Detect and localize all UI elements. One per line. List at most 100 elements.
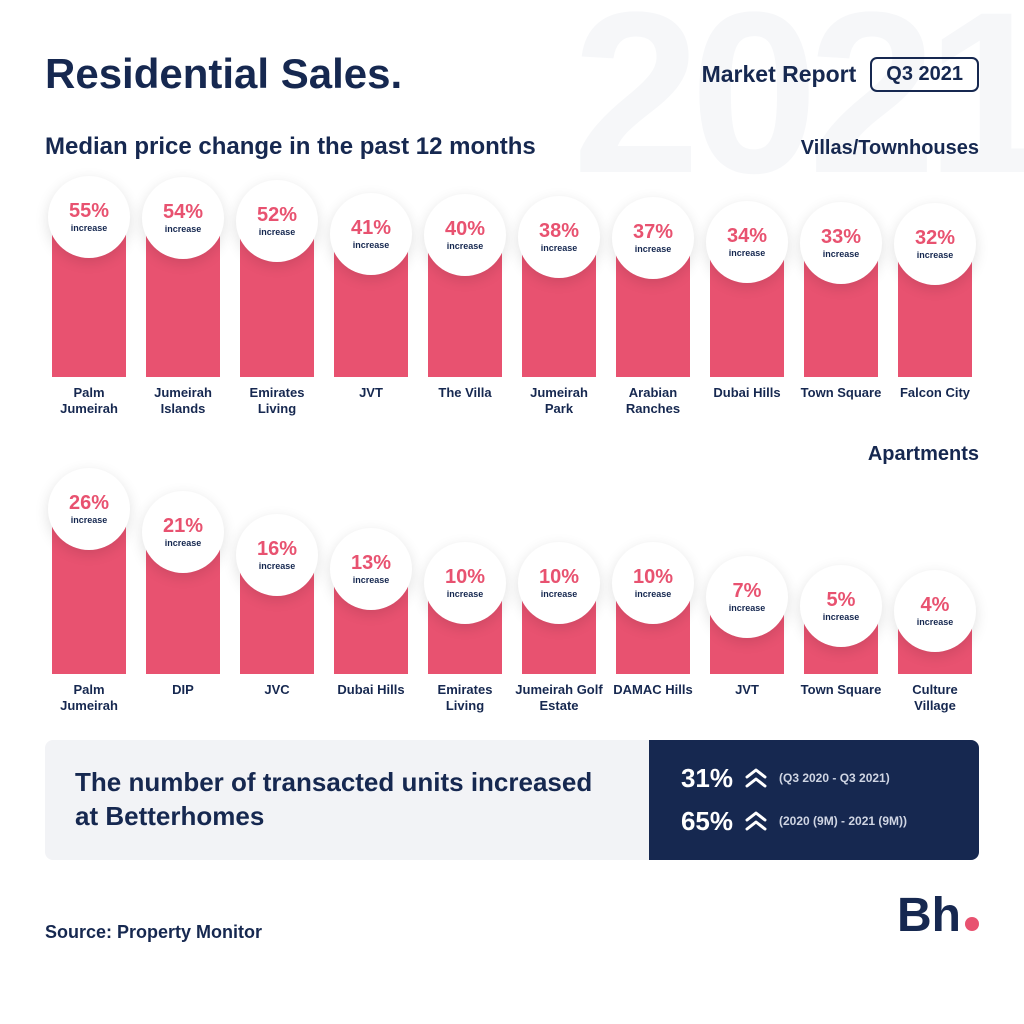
bar-label: Jumeirah Islands — [139, 385, 227, 419]
bar-label: Jumeirah Golf Estate — [515, 682, 603, 716]
value-percent: 10% — [445, 567, 485, 587]
callout-right: 31%(Q3 2020 - Q3 2021)65%(2020 (9M) - 20… — [649, 740, 979, 860]
bar-top: 33%increase — [797, 179, 885, 377]
increase-label: increase — [917, 617, 954, 627]
value-circle: 54% increase — [142, 177, 224, 259]
bar-top: 52% increase — [233, 179, 321, 377]
increase-label: increase — [165, 538, 202, 548]
bar-top: 10%increase — [515, 476, 603, 674]
bar-label: Emirates Living — [233, 385, 321, 419]
value-percent: 16% — [257, 539, 297, 559]
callout-left: The number of transacted units increased… — [45, 740, 649, 860]
increase-label: increase — [259, 227, 296, 237]
stat-row: 31% (Q3 2020 - Q3 2021) — [671, 763, 957, 794]
bar-label: Arabian Ranches — [609, 385, 697, 419]
chart-apartments: 26% increase Palm Jumeirah 21% increase DIP 16… — [45, 476, 979, 716]
bar-item: 10%increase Jumeirah Golf Estate — [515, 476, 603, 716]
bar-top: 5%increase — [797, 476, 885, 674]
bar-label: Dubai Hills — [337, 682, 404, 716]
value-percent: 10% — [539, 567, 579, 587]
value-percent: 33% — [821, 227, 861, 247]
page-title: Residential Sales. — [45, 50, 402, 98]
header: Residential Sales. Market Report Q3 2021 — [45, 50, 979, 98]
bar-item: 26% increase Palm Jumeirah — [45, 476, 133, 716]
bar-item: 38% increase Jumeirah Park — [515, 179, 603, 419]
increase-label: increase — [71, 223, 108, 233]
increase-label: increase — [447, 589, 484, 599]
bar-item: 33%increase Town Square — [797, 179, 885, 419]
bar-label: Town Square — [801, 682, 882, 716]
value-circle: 26% increase — [48, 468, 130, 550]
value-circle: 40%increase — [424, 194, 506, 276]
increase-label: increase — [729, 603, 766, 613]
bar-top: 4% increase — [891, 476, 979, 674]
value-percent: 26% — [69, 493, 109, 513]
bar-label: DIP — [172, 682, 194, 716]
increase-label: increase — [447, 241, 484, 251]
increase-label: increase — [353, 575, 390, 585]
bar-item: 10%increaseEmirates Living — [421, 476, 509, 716]
bar-top: 16%increase — [233, 476, 321, 674]
bar-item: 16%increase JVC — [233, 476, 321, 716]
value-circle: 13% increase — [330, 528, 412, 610]
increase-label: increase — [635, 589, 672, 599]
bar-top: 13% increase — [327, 476, 415, 674]
bar-label: DAMAC Hills — [613, 682, 692, 716]
bar-top: 37% increase — [609, 179, 697, 377]
stat-percent: 31% — [671, 763, 733, 794]
value-circle: 16%increase — [236, 514, 318, 596]
value-circle: 10% increase — [424, 542, 506, 624]
value-circle: 37% increase — [612, 197, 694, 279]
source-line: Source: Property Monitor — [45, 922, 262, 943]
bar-top: 7%increase — [703, 476, 791, 674]
value-percent: 52% — [257, 205, 297, 225]
double-chevron-up-icon — [745, 811, 767, 831]
increase-label: increase — [635, 244, 672, 254]
bar-label: Dubai Hills — [713, 385, 780, 419]
bar-label: Town Square — [801, 385, 882, 419]
value-percent: 10% — [633, 567, 673, 587]
bar-label: JVT — [359, 385, 383, 419]
increase-label: increase — [165, 224, 202, 234]
bar-top: 40%increase — [421, 179, 509, 377]
value-percent: 13% — [351, 553, 391, 573]
bar-item: 40%increaseThe Villa — [421, 179, 509, 419]
increase-label: increase — [71, 515, 108, 525]
value-percent: 37% — [633, 222, 673, 242]
subtitle: Median price change in the past 12 month… — [45, 133, 536, 161]
logo-text: Bh — [897, 888, 961, 943]
stat-period: (Q3 2020 - Q3 2021) — [779, 771, 890, 785]
bar-label: Palm Jumeirah — [45, 385, 133, 419]
value-circle: 7%increase — [706, 556, 788, 638]
value-percent: 41% — [351, 218, 391, 238]
value-circle: 41%increase — [330, 193, 412, 275]
value-percent: 38% — [539, 221, 579, 241]
stat-period: (2020 (9M) - 2021 (9M)) — [779, 814, 907, 828]
value-percent: 32% — [915, 228, 955, 248]
bar-item: 10% increase DAMAC Hills — [609, 476, 697, 716]
bar-label: Culture Village — [891, 682, 979, 716]
header-right: Market Report Q3 2021 — [702, 57, 979, 92]
bar-item: 34%increase Dubai Hills — [703, 179, 791, 419]
bar-label: JVC — [264, 682, 289, 716]
bar-item: 13% increase Dubai Hills — [327, 476, 415, 716]
increase-label: increase — [917, 250, 954, 260]
bar-top: 34%increase — [703, 179, 791, 377]
bar-top: 54% increase — [139, 179, 227, 377]
value-percent: 21% — [163, 516, 203, 536]
bar-top: 26% increase — [45, 476, 133, 674]
value-circle: 55%increase — [48, 176, 130, 258]
bar-item: 7%increaseJVT — [703, 476, 791, 716]
bar-label: Palm Jumeirah — [45, 682, 133, 716]
value-percent: 34% — [727, 226, 767, 246]
period-badge: Q3 2021 — [870, 57, 979, 92]
value-percent: 54% — [163, 202, 203, 222]
value-percent: 4% — [921, 595, 950, 615]
value-circle: 38% increase — [518, 196, 600, 278]
subheader-row-2: Apartments — [45, 443, 979, 466]
bar-label: Jumeirah Park — [515, 385, 603, 419]
bar-top: 10% increase — [609, 476, 697, 674]
value-percent: 5% — [827, 590, 856, 610]
bar-item: 32%increaseFalcon City — [891, 179, 979, 419]
increase-label: increase — [541, 243, 578, 253]
